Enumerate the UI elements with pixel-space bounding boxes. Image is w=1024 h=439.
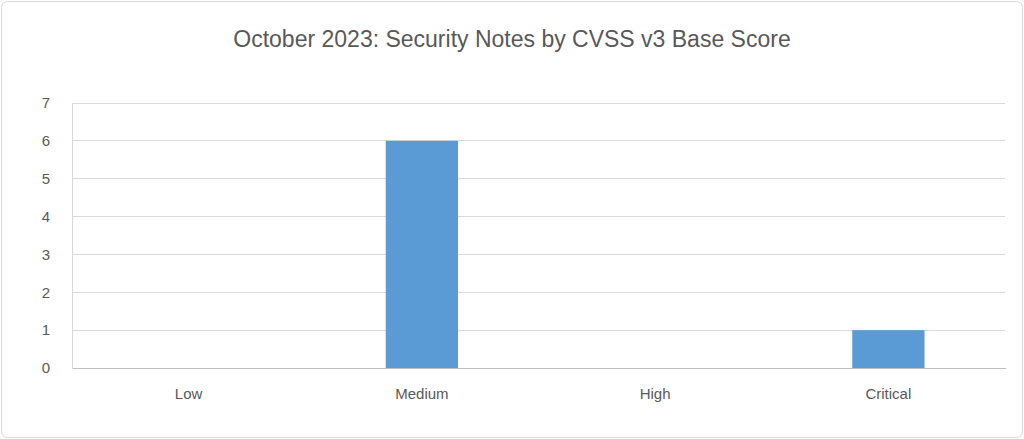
grid-line: [72, 140, 1005, 141]
x-axis-line: [73, 368, 1006, 369]
y-tick-label: 3: [42, 246, 50, 263]
chart: October 2023: Security Notes by CVSS v3 …: [0, 0, 1024, 439]
grid-line: [72, 292, 1005, 293]
y-axis: 0 1 2 3 4 5 6 7: [42, 94, 73, 376]
y-tick-label: 2: [42, 284, 50, 301]
grid-line: [72, 103, 1005, 104]
y-tick: 5: [42, 170, 72, 187]
y-tick: 6: [42, 132, 72, 149]
bar: [619, 368, 691, 369]
x-tick-label: High: [640, 385, 671, 402]
grid-line: [72, 178, 1005, 179]
x-tick-label: Medium: [395, 385, 448, 402]
y-tick-label: 1: [42, 321, 50, 338]
x-tick: Medium: [395, 368, 448, 402]
y-tick: 4: [42, 208, 72, 225]
y-tick: 2: [42, 284, 72, 301]
bar: [386, 141, 458, 368]
chart-frame: [2, 2, 1023, 438]
x-tick-label: Critical: [865, 385, 911, 402]
chart-title: October 2023: Security Notes by CVSS v3 …: [233, 26, 790, 52]
bar: [152, 368, 224, 369]
y-axis-line: [72, 104, 73, 369]
plot: 0 1 2 3 4 5 6 7 Low Medium High Critical: [42, 94, 1006, 401]
x-tick: High: [640, 368, 671, 402]
y-tick: 7: [42, 94, 72, 111]
y-tick-label: 5: [42, 170, 50, 187]
grid: [72, 103, 1005, 368]
grid-line: [72, 254, 1005, 255]
x-tick-label: Low: [175, 385, 203, 402]
y-tick-label: 6: [42, 132, 50, 149]
y-tick-label: 0: [42, 359, 50, 376]
y-tick: 0: [42, 359, 72, 376]
x-axis: Low Medium High Critical: [73, 368, 1006, 402]
grid-line: [72, 216, 1005, 217]
bar: [852, 330, 924, 368]
y-tick: 1: [42, 321, 72, 338]
bars: [386, 141, 925, 368]
x-tick: Low: [175, 368, 203, 402]
y-tick: 3: [42, 246, 72, 263]
x-tick: Critical: [865, 368, 911, 402]
y-tick-label: 4: [42, 208, 50, 225]
y-tick-label: 7: [42, 94, 50, 111]
